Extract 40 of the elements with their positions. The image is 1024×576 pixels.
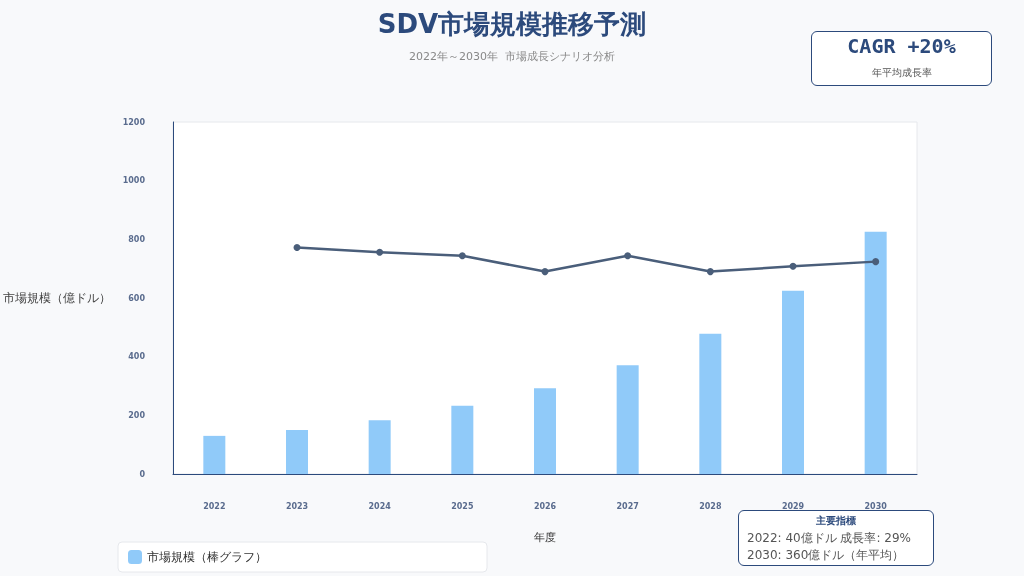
point	[376, 248, 384, 256]
y-axis-title: 市場規模（億ドル）	[3, 291, 111, 305]
bar	[451, 405, 474, 474]
x-tick-label: 2025	[451, 501, 474, 511]
x-tick-label: 2030	[864, 501, 888, 511]
bar	[286, 430, 308, 474]
point	[789, 262, 797, 270]
point	[458, 252, 466, 260]
bar	[616, 365, 639, 474]
bar	[203, 435, 226, 474]
bar	[368, 420, 391, 474]
chart-subtitle: 2022年～2030年 市場成長シナリオ分析	[409, 50, 615, 63]
y-tick-label: 600	[128, 293, 146, 303]
x-tick-label: 2023	[285, 501, 309, 511]
x-tick-label: 2026	[533, 501, 557, 511]
bar	[534, 388, 556, 474]
y-tick-label: 400	[128, 352, 146, 362]
x-tick-label: 2029	[781, 501, 805, 511]
legend-label: 市場規模（棒グラフ）	[147, 550, 267, 564]
point	[541, 268, 549, 276]
x-tick-label: 2028	[699, 501, 722, 511]
x-tick-label: 2027	[616, 501, 639, 511]
bar	[699, 333, 722, 474]
point	[293, 244, 301, 252]
chart-title: SDV市場規模推移予測	[377, 9, 647, 39]
bar	[864, 231, 887, 474]
y-tick-label: 0	[139, 469, 146, 479]
point	[872, 258, 880, 266]
info-card: 主要指標 2022: 40億ドル 成長率: 29% 2030: 360億ドル（年平均）	[738, 510, 934, 566]
y-tick-label: 1000	[122, 176, 146, 186]
info-card: CAGR +20% 年平均成長率	[811, 31, 992, 86]
y-tick-label: 800	[128, 234, 146, 244]
x-tick-label: 2022	[203, 501, 226, 511]
point	[706, 268, 714, 276]
x-tick-label: 2024	[368, 501, 392, 511]
y-tick-label: 1200	[122, 117, 146, 127]
bar	[782, 290, 804, 474]
y-tick-label: 200	[128, 410, 146, 420]
x-axis-title: 年度	[534, 531, 556, 544]
point	[624, 252, 632, 260]
